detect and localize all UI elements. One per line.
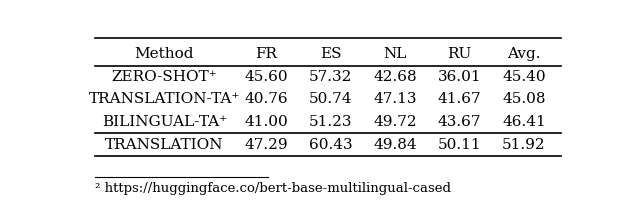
- Text: 57.32: 57.32: [308, 70, 352, 84]
- Text: TRANSLATION: TRANSLATION: [105, 138, 223, 152]
- Text: 46.41: 46.41: [502, 115, 546, 129]
- Text: 41.67: 41.67: [438, 92, 481, 107]
- Text: 49.84: 49.84: [373, 138, 417, 152]
- Text: ES: ES: [320, 47, 341, 61]
- Text: 50.11: 50.11: [438, 138, 481, 152]
- Text: 45.40: 45.40: [502, 70, 546, 84]
- Text: 36.01: 36.01: [438, 70, 481, 84]
- Text: 41.00: 41.00: [244, 115, 288, 129]
- Text: 47.13: 47.13: [373, 92, 417, 107]
- Text: ² https://huggingface.co/bert-base-multilingual-cased: ² https://huggingface.co/bert-base-multi…: [95, 182, 451, 195]
- Text: BILINGUAL-TA⁺: BILINGUAL-TA⁺: [102, 115, 227, 129]
- Text: TRANSLATION-TA⁺: TRANSLATION-TA⁺: [88, 92, 240, 107]
- Text: 60.43: 60.43: [308, 138, 352, 152]
- Text: Method: Method: [134, 47, 194, 61]
- Text: ZERO-SHOT⁺: ZERO-SHOT⁺: [111, 70, 217, 84]
- Text: 51.92: 51.92: [502, 138, 546, 152]
- Text: 42.68: 42.68: [373, 70, 417, 84]
- Text: NL: NL: [383, 47, 406, 61]
- Text: 45.60: 45.60: [244, 70, 288, 84]
- Text: 47.29: 47.29: [244, 138, 288, 152]
- Text: 50.74: 50.74: [308, 92, 352, 107]
- Text: RU: RU: [447, 47, 472, 61]
- Text: Avg.: Avg.: [507, 47, 541, 61]
- Text: 49.72: 49.72: [373, 115, 417, 129]
- Text: 43.67: 43.67: [438, 115, 481, 129]
- Text: FR: FR: [255, 47, 277, 61]
- Text: 45.08: 45.08: [502, 92, 546, 107]
- Text: 40.76: 40.76: [244, 92, 288, 107]
- Text: 51.23: 51.23: [308, 115, 352, 129]
